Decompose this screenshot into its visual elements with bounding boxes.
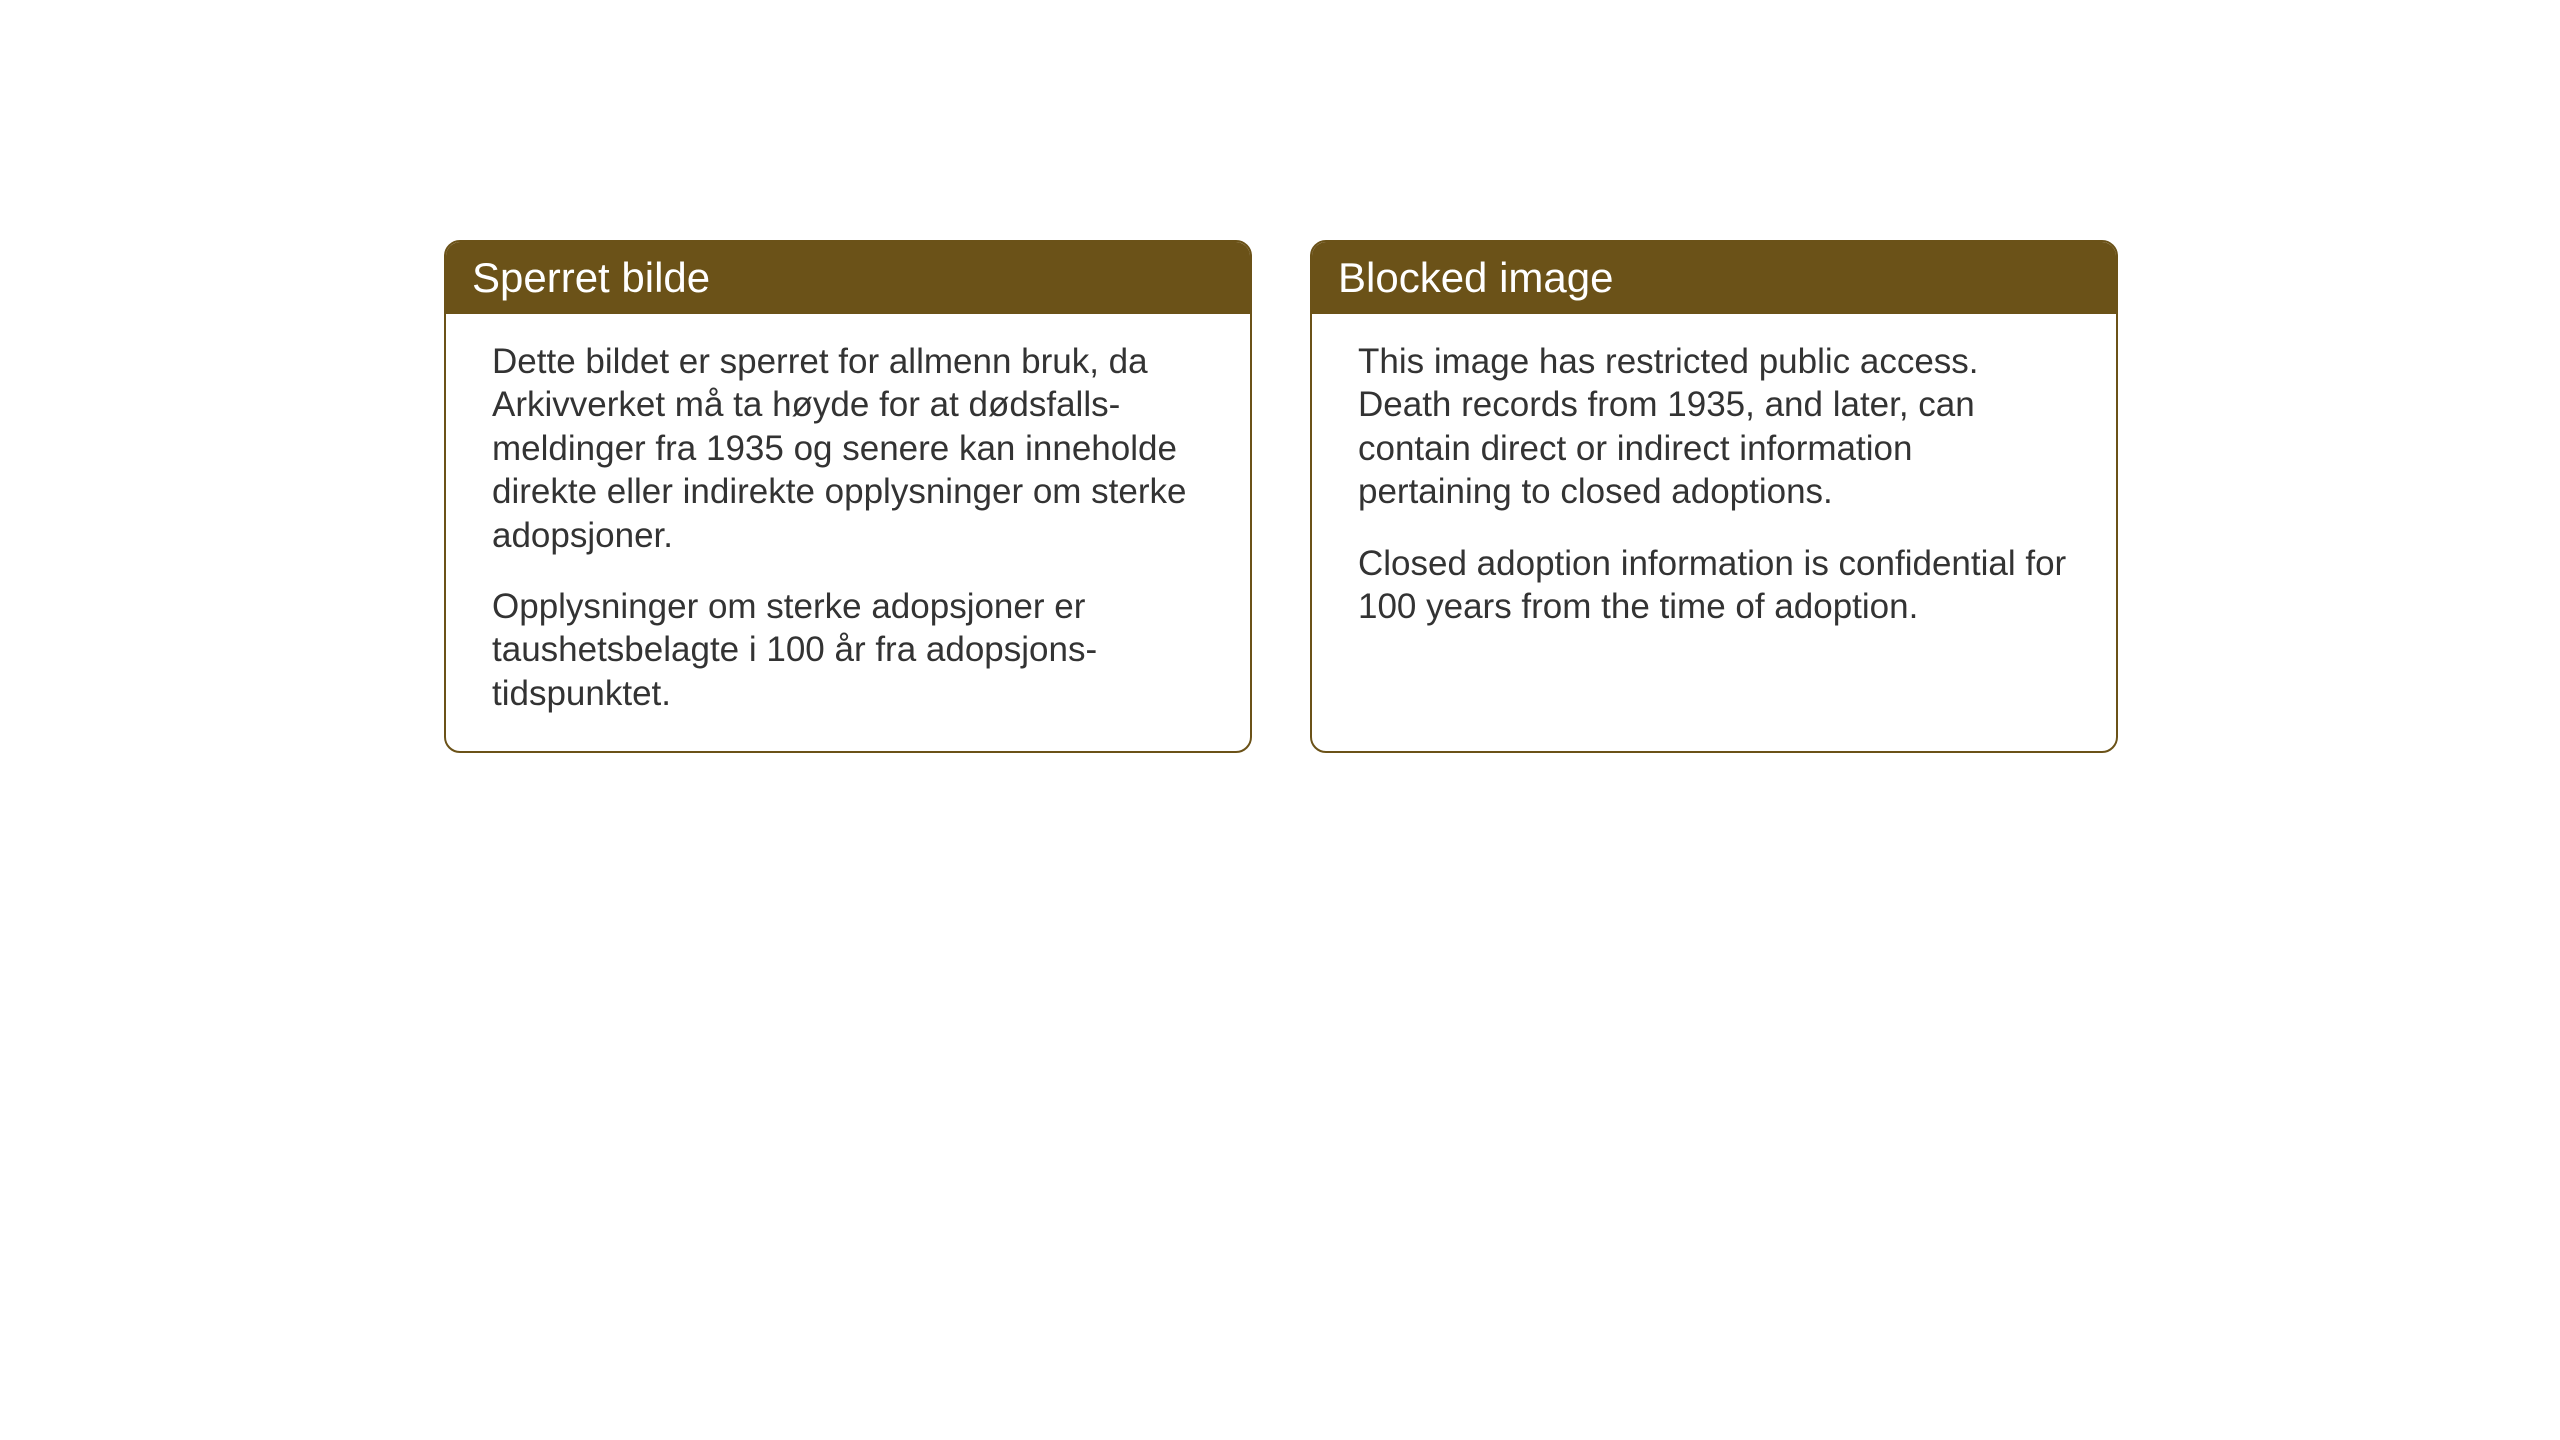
english-card-body: This image has restricted public access.… [1312,314,2116,724]
english-card-header: Blocked image [1312,242,2116,314]
english-paragraph-1: This image has restricted public access.… [1358,340,2070,514]
english-paragraph-2: Closed adoption information is confident… [1358,542,2070,629]
norwegian-paragraph-1: Dette bildet er sperret for allmenn bruk… [492,340,1204,557]
norwegian-paragraph-2: Opplysninger om sterke adopsjoner er tau… [492,585,1204,715]
norwegian-notice-card: Sperret bilde Dette bildet er sperret fo… [444,240,1252,753]
norwegian-card-title: Sperret bilde [472,254,710,301]
norwegian-card-body: Dette bildet er sperret for allmenn bruk… [446,314,1250,751]
english-card-title: Blocked image [1338,254,1613,301]
norwegian-card-header: Sperret bilde [446,242,1250,314]
notice-cards-container: Sperret bilde Dette bildet er sperret fo… [444,240,2118,753]
english-notice-card: Blocked image This image has restricted … [1310,240,2118,753]
